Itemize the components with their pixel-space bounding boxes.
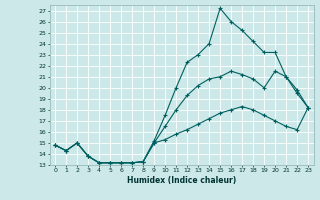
X-axis label: Humidex (Indice chaleur): Humidex (Indice chaleur): [127, 176, 236, 185]
